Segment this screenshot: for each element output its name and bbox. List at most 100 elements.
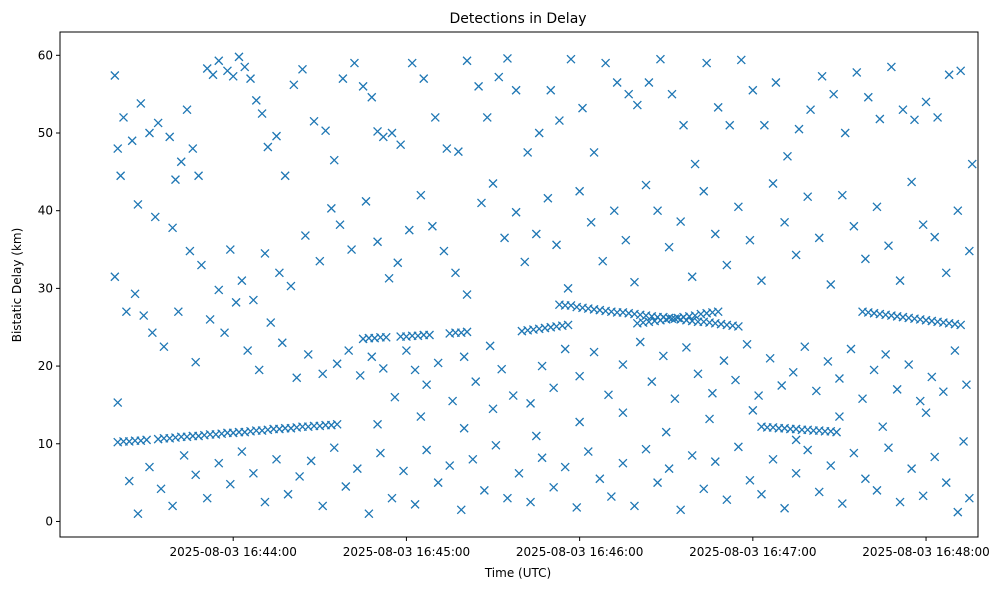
data-point <box>306 456 316 466</box>
data-point <box>759 120 769 130</box>
data-point <box>823 356 833 366</box>
data-point <box>430 113 440 122</box>
data-point <box>953 206 963 216</box>
data-point <box>612 78 622 87</box>
data-point <box>196 260 206 270</box>
data-point <box>214 56 224 66</box>
data-point <box>150 212 160 222</box>
data-point <box>754 391 764 401</box>
data-point <box>453 147 463 157</box>
y-axis: 0 10 20 30 40 50 60 <box>38 48 60 528</box>
data-point <box>713 307 723 317</box>
data-point <box>907 177 917 187</box>
y-tick-label: 30 <box>38 281 53 295</box>
data-point <box>283 489 293 499</box>
data-point <box>280 171 290 181</box>
data-point <box>543 193 553 203</box>
data-point <box>699 186 709 196</box>
data-point <box>531 229 541 239</box>
data-point <box>433 358 443 368</box>
data-point <box>930 452 940 462</box>
data-point <box>303 349 313 359</box>
data-point <box>618 408 628 418</box>
data-point <box>710 229 720 239</box>
data-point <box>814 233 824 243</box>
data-point <box>768 179 778 188</box>
data-point <box>390 392 400 402</box>
data-point <box>817 71 827 81</box>
data-point <box>904 360 914 369</box>
data-point <box>598 256 608 266</box>
data-point <box>182 105 192 115</box>
plot-frame <box>59 31 979 538</box>
data-point <box>488 179 498 188</box>
data-point <box>829 89 839 99</box>
data-point <box>644 78 654 87</box>
data-point <box>860 254 870 264</box>
data-point <box>719 356 729 366</box>
data-point <box>168 501 178 511</box>
data-point <box>237 276 247 286</box>
data-point <box>407 58 417 68</box>
data-point <box>554 116 564 126</box>
data-point <box>800 342 810 352</box>
data-point <box>655 54 665 64</box>
data-point <box>462 56 472 66</box>
data-point <box>124 476 134 486</box>
data-point <box>537 453 547 463</box>
data-point <box>837 190 847 200</box>
data-point <box>439 246 449 256</box>
data-point <box>941 268 951 278</box>
data-point <box>176 157 186 167</box>
data-point <box>560 462 570 472</box>
data-point <box>690 311 700 321</box>
data-point <box>491 440 501 450</box>
data-point <box>121 307 131 317</box>
x-axis: 2025-08-03 16:44:00 2025-08-03 16:45:00 20… <box>169 537 989 559</box>
data-point <box>837 499 847 509</box>
data-point <box>710 457 720 467</box>
data-point <box>768 454 778 464</box>
data-point <box>367 92 377 102</box>
data-point <box>511 85 521 95</box>
data-point <box>575 417 585 427</box>
data-point <box>956 320 966 330</box>
data-point <box>419 74 429 84</box>
data-point <box>869 365 879 375</box>
data-point <box>477 198 486 208</box>
data-point <box>927 372 937 382</box>
data-point <box>757 489 766 499</box>
data-point <box>142 435 152 445</box>
data-point <box>375 448 385 458</box>
data-point <box>168 223 178 233</box>
data-point <box>295 471 305 481</box>
data-point <box>604 390 613 400</box>
data-point <box>875 114 885 124</box>
data-point <box>159 342 169 352</box>
data-point <box>237 447 247 456</box>
data-point <box>653 206 663 216</box>
data-point <box>731 375 740 385</box>
data-point <box>834 374 844 383</box>
data-point <box>670 394 680 404</box>
data-point <box>803 192 813 202</box>
data-point <box>462 290 472 300</box>
data-point <box>846 344 856 354</box>
data-point <box>479 485 489 495</box>
data-point <box>188 144 198 153</box>
data-point <box>941 478 951 488</box>
data-point <box>225 479 235 489</box>
data-point <box>748 85 758 95</box>
data-point <box>231 297 241 307</box>
data-point <box>338 74 348 84</box>
data-point <box>274 268 284 278</box>
data-point <box>578 103 587 113</box>
data-point <box>658 351 668 361</box>
data-point <box>713 102 723 112</box>
data-point <box>378 363 388 373</box>
data-point <box>679 120 689 130</box>
data-point <box>907 464 917 474</box>
data-point <box>595 474 605 484</box>
data-point <box>921 408 931 418</box>
data-point <box>442 144 452 153</box>
